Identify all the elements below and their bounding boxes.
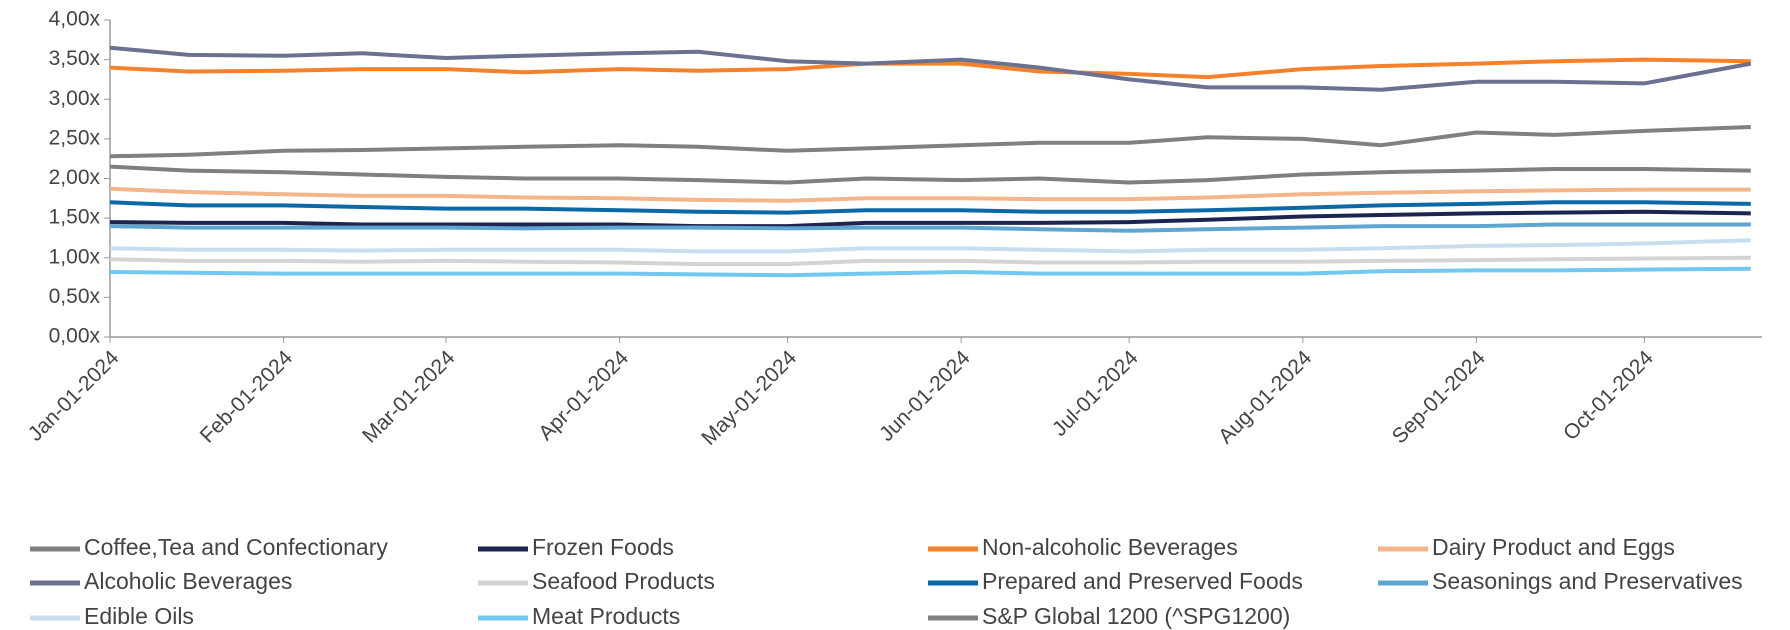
legend-label: Prepared and Preserved Foods <box>982 568 1303 594</box>
x-tick-label: Jan-01-2024 <box>24 346 124 446</box>
series-line <box>109 200 1751 215</box>
legend-label: Seafood Products <box>532 568 715 594</box>
legend-label: Non-alcoholic Beverages <box>982 534 1238 560</box>
x-tick-label: Feb-01-2024 <box>196 346 298 448</box>
legend-label: Frozen Foods <box>532 534 674 560</box>
series-line <box>109 238 1751 254</box>
y-tick-label: 3,50x <box>49 47 101 70</box>
legend-label: Alcoholic Beverages <box>84 568 292 594</box>
x-tick-label: Jul-01-2024 <box>1048 346 1143 441</box>
legend-label: Edible Oils <box>84 603 194 629</box>
y-tick-label: 3,00x <box>49 87 101 110</box>
series-line <box>109 266 1751 278</box>
y-tick-label: 0,00x <box>49 325 101 348</box>
y-tick-label: 1,50x <box>49 206 101 229</box>
y-tick-label: 2,00x <box>49 166 101 189</box>
series-line <box>109 164 1751 185</box>
series-line <box>109 186 1751 203</box>
x-tick-label: Jun-01-2024 <box>875 346 975 446</box>
x-tick-label: Oct-01-2024 <box>1559 346 1658 445</box>
legend-label: S&P Global 1200 (^SPG1200) <box>982 603 1290 629</box>
series-line <box>109 209 1751 229</box>
series-line <box>109 222 1751 233</box>
y-tick-label: 0,50x <box>49 285 101 308</box>
x-tick-label: Apr-01-2024 <box>534 346 633 445</box>
x-tick-label: Sep-01-2024 <box>1388 346 1490 448</box>
series-line <box>109 255 1751 267</box>
y-tick-label: 4,00x <box>49 8 101 31</box>
legend-label: Meat Products <box>532 603 680 629</box>
legend-label: Seasonings and Preservatives <box>1432 568 1743 594</box>
series-line <box>109 45 1752 92</box>
series-line <box>109 125 1751 159</box>
y-tick-label: 2,50x <box>49 126 101 149</box>
legend-label: Dairy Product and Eggs <box>1432 534 1675 560</box>
x-tick-label: May-01-2024 <box>697 346 801 450</box>
legend-label: Coffee,Tea and Confectionary <box>84 534 388 560</box>
x-tick-label: Aug-01-2024 <box>1214 346 1316 448</box>
x-tick-label: Mar-01-2024 <box>358 346 460 448</box>
y-tick-label: 1,00x <box>49 245 101 268</box>
